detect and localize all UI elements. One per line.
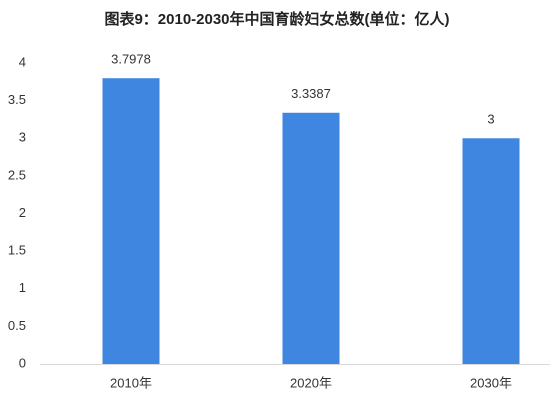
data-label: 3 <box>487 112 494 127</box>
y-tick-label: 1 <box>19 280 26 295</box>
y-tick-label: 3.5 <box>8 92 26 107</box>
y-tick-label: 4 <box>19 54 26 69</box>
data-label: 3.3387 <box>291 86 331 101</box>
bar <box>102 78 160 365</box>
y-tick-label: 3 <box>19 130 26 145</box>
y-tick-label: 1.5 <box>8 243 26 258</box>
y-tick-label: 0 <box>19 355 26 370</box>
bar <box>462 138 520 364</box>
y-tick-label: 0.5 <box>8 318 26 333</box>
x-tick-label: 2010年 <box>110 375 152 390</box>
x-tick-label: 2030年 <box>470 375 512 390</box>
y-tick-label: 2.5 <box>8 167 26 182</box>
x-tick-label: 2020年 <box>290 375 332 390</box>
bar <box>282 112 340 365</box>
data-label: 3.7978 <box>111 52 151 67</box>
chart-title: 图表9：2010-2030年中国育龄妇女总数(单位：亿人) <box>104 10 449 28</box>
y-tick-label: 2 <box>19 205 26 220</box>
